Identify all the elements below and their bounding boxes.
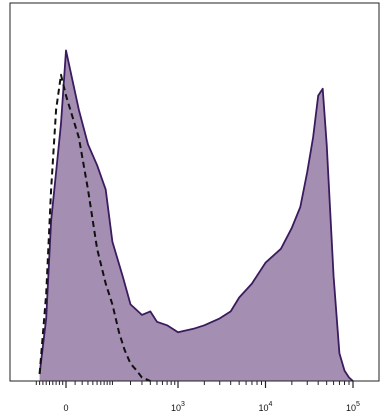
x-tick-label: 0 [63, 403, 68, 413]
x-tick-label: 104 [259, 401, 273, 413]
series-0-line [38, 49, 354, 382]
series-layer [38, 49, 354, 382]
x-axis: 0 103 104 105 [10, 380, 379, 413]
x-tick-label: 105 [346, 401, 360, 413]
x-tick-label: 103 [171, 401, 185, 413]
series-0-area [39, 50, 353, 382]
series-1-line [38, 73, 151, 382]
